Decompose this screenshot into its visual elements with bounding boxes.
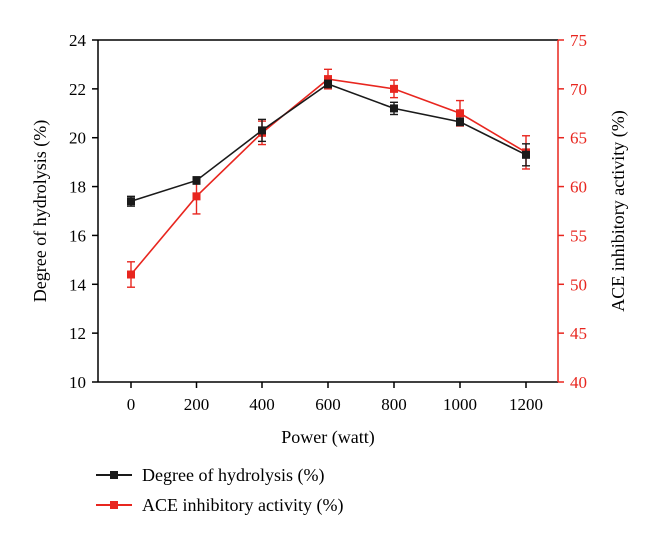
x-tick-label: 0 bbox=[127, 395, 136, 414]
data-point bbox=[127, 270, 135, 279]
x-tick-label: 200 bbox=[184, 395, 210, 414]
left-y-tick-label: 24 bbox=[69, 31, 87, 50]
data-point bbox=[456, 109, 464, 118]
legend-label: ACE inhibitory activity (%) bbox=[142, 494, 344, 515]
legend: Degree of hydrolysis (%) ACE inhibitory … bbox=[96, 460, 343, 520]
left-y-tick-label: 14 bbox=[69, 275, 87, 294]
left-y-tick-label: 16 bbox=[69, 226, 86, 245]
left-y-tick-label: 10 bbox=[69, 373, 86, 392]
series-degree-of-hydrolysis bbox=[127, 79, 530, 207]
x-tick-label: 600 bbox=[315, 395, 341, 414]
right-y-tick-label: 55 bbox=[570, 226, 587, 245]
left-axis-title: Degree of hydrolysis (%) bbox=[30, 120, 51, 302]
x-axis-title: Power (watt) bbox=[281, 427, 374, 448]
right-y-tick-label: 40 bbox=[570, 373, 587, 392]
data-point bbox=[324, 75, 332, 84]
legend-swatch-black bbox=[96, 469, 132, 481]
data-point bbox=[390, 84, 398, 93]
legend-item-degree-of-hydrolysis: Degree of hydrolysis (%) bbox=[96, 460, 343, 490]
x-tick-label: 1200 bbox=[509, 395, 543, 414]
axes: 0 200 400 600 800 1000 1200 10 12 14 16 18 20 22 24 40 4… bbox=[69, 31, 587, 414]
x-tick-label: 1000 bbox=[443, 395, 477, 414]
left-y-tick-label: 12 bbox=[69, 324, 86, 343]
right-y-tick-label: 60 bbox=[570, 178, 587, 197]
series-ace-inhibitory-activity bbox=[127, 68, 530, 288]
left-y-tick-label: 18 bbox=[69, 178, 86, 197]
x-tick-label: 800 bbox=[381, 395, 407, 414]
left-y-tick-label: 22 bbox=[69, 80, 86, 99]
data-point bbox=[192, 176, 201, 185]
series-line bbox=[130, 78, 527, 276]
data-point bbox=[192, 192, 201, 201]
legend-label: Degree of hydrolysis (%) bbox=[142, 464, 325, 485]
data-point bbox=[324, 79, 332, 88]
right-axis-title: ACE inhibitory activity (%) bbox=[608, 110, 629, 311]
legend-swatch-red bbox=[96, 499, 132, 511]
right-y-tick-label: 45 bbox=[570, 324, 587, 343]
legend-item-ace-inhibitory-activity: ACE inhibitory activity (%) bbox=[96, 490, 343, 520]
data-point bbox=[522, 150, 530, 159]
left-y-tick-label: 20 bbox=[69, 129, 86, 148]
series-layer bbox=[127, 68, 530, 288]
series-line bbox=[130, 83, 527, 202]
right-y-tick-label: 75 bbox=[570, 31, 587, 50]
x-tick-label: 400 bbox=[249, 395, 275, 414]
data-point bbox=[127, 197, 135, 206]
right-y-tick-label: 70 bbox=[570, 80, 587, 99]
data-point bbox=[258, 126, 266, 135]
right-y-tick-label: 65 bbox=[570, 129, 587, 148]
data-point bbox=[456, 117, 464, 126]
data-point bbox=[390, 104, 398, 113]
right-y-tick-label: 50 bbox=[570, 275, 587, 294]
